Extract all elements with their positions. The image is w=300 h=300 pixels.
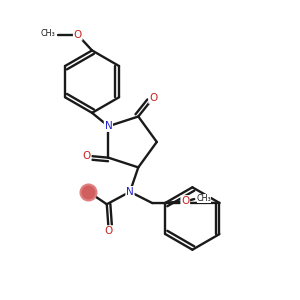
Text: N: N xyxy=(104,121,112,131)
Text: CH₃: CH₃ xyxy=(196,194,211,203)
Text: CH₃: CH₃ xyxy=(40,29,55,38)
Text: O: O xyxy=(74,30,82,40)
Text: O: O xyxy=(149,93,157,103)
Text: O: O xyxy=(82,151,91,160)
Text: O: O xyxy=(104,226,112,236)
Text: N: N xyxy=(126,187,134,197)
Text: O: O xyxy=(181,196,189,206)
